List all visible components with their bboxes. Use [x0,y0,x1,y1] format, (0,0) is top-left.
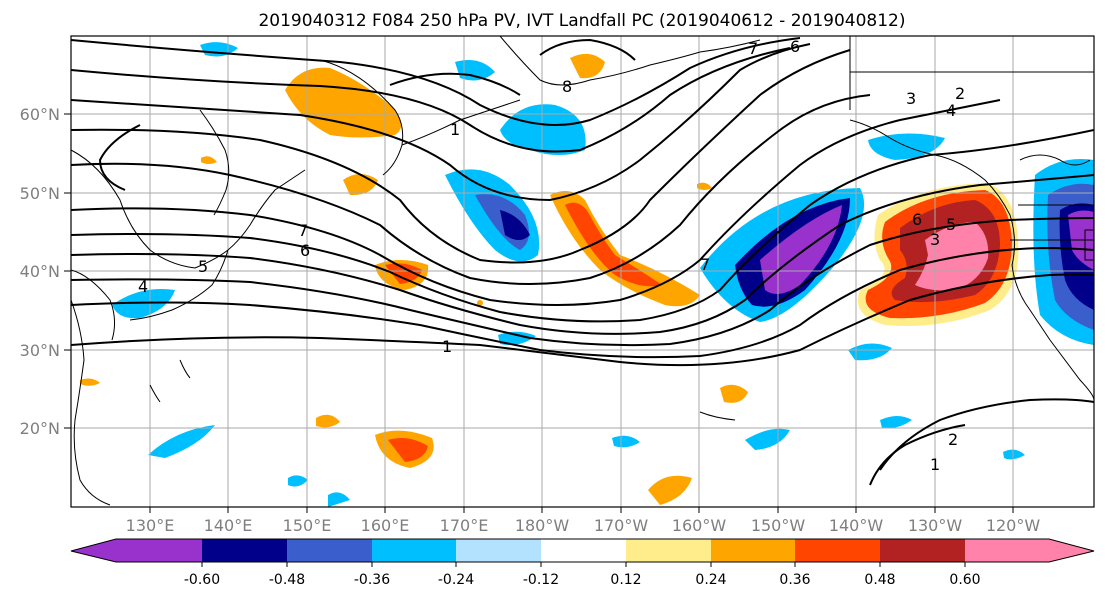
colorbar-swatch [626,539,711,562]
contour-label: 1 [930,455,940,474]
colorbar-swatch [372,539,456,562]
lon-label-120w: 120°W [986,516,1041,535]
colorbar-swatch [116,539,202,562]
contour-label: 6 [912,210,922,229]
colorbar-swatch [202,539,287,562]
contour-label: 5 [198,257,208,276]
colorbar-swatch [965,539,1049,562]
colorbar: -0.60 -0.48 -0.36 -0.24 -0.12 0.12 0.24 … [70,538,1095,588]
colorbar-swatch [287,539,372,562]
contour-label: 1 [450,120,460,139]
colorbar-swatch [456,539,541,562]
contour-label: 7 [748,39,758,58]
contour-label: 8 [562,77,572,96]
colorbar-tick-label: -0.24 [438,572,474,588]
contour-label: 4 [946,101,956,120]
lon-label-130e: 130°E [126,516,175,535]
contour-label: 2 [948,430,958,449]
contour-label: 1 [442,337,452,356]
lon-label-150e: 150°E [283,516,332,535]
lon-label-150w: 150°W [751,516,806,535]
lat-label-60n: 60°N [20,105,60,124]
lat-label-30n: 30°N [20,341,60,360]
colorbar-tick-label: 0.24 [695,572,726,588]
colorbar-tick-label: 0.48 [864,572,895,588]
negative-anomaly-bering [500,104,586,155]
graticule [71,36,1094,507]
longitude-labels: 130°E 140°E 150°E 160°E 170°E 180°W 170°… [126,507,1041,535]
colorbar-tick-label: 0.36 [779,572,810,588]
colorbar-tick-label: 0.60 [949,572,980,588]
contour-label: 4 [138,277,148,296]
map-title: 2019040312 F084 250 hPa PV, IVT Landfall… [258,11,905,31]
lon-label-140e: 140°E [204,516,253,535]
contour-label: 6 [300,241,310,260]
lat-label-40n: 40°N [20,262,60,281]
contour-labels: 1 1 1 2 2 3 3 4 4 5 5 6 6 6 7 7 7 8 [138,37,965,474]
negative-anomaly-gulf-of-alaska [700,188,865,322]
shaded-anomalies [80,42,1094,507]
colorbar-extend-min [71,539,116,562]
contour-label: 7 [298,221,308,240]
contour-label: 6 [790,37,800,56]
colorbar-tick-label: -0.12 [523,572,559,588]
negative-anomaly-dateline [445,169,540,262]
lon-label-160e: 160°E [361,516,410,535]
colorbar-tick-label: -0.36 [354,572,390,588]
lon-label-160w: 160°W [672,516,727,535]
contour-label: 7 [700,255,710,274]
lon-label-170e: 170°E [440,516,489,535]
colorbar-extend-max [1049,539,1094,562]
lon-label-130w: 130°W [908,516,963,535]
contour-label: 5 [946,215,956,234]
lon-label-140w: 140°W [829,516,884,535]
pv-contours [71,37,1094,486]
lat-label-50n: 50°N [20,184,60,203]
colorbar-tick-label: -0.48 [269,572,305,588]
lon-label-170w: 170°W [594,516,649,535]
colorbar-outline [70,538,1095,563]
colorbar-tick-label: 0.12 [610,572,641,588]
latitude-labels: 60°N 50°N 40°N 30°N 20°N [20,105,71,438]
colorbar-swatch [795,539,880,562]
contour-label: 2 [955,84,965,103]
colorbar-tick-label: -0.60 [184,572,220,588]
positive-anomaly-central-pacific [550,191,700,307]
colorbar-swatch [880,539,965,562]
colorbar-swatch [541,539,626,562]
colorbar-swatch [711,539,795,562]
colorbar-ticks [201,562,966,567]
contour-label: 3 [930,230,940,249]
contour-label: 3 [906,89,916,108]
lat-label-20n: 20°N [20,419,60,438]
coastlines [71,36,1094,506]
map-panel: 1 1 1 2 2 3 3 4 4 5 5 6 6 6 7 7 7 8 [71,36,1094,507]
lon-label-180w: 180°W [515,516,570,535]
